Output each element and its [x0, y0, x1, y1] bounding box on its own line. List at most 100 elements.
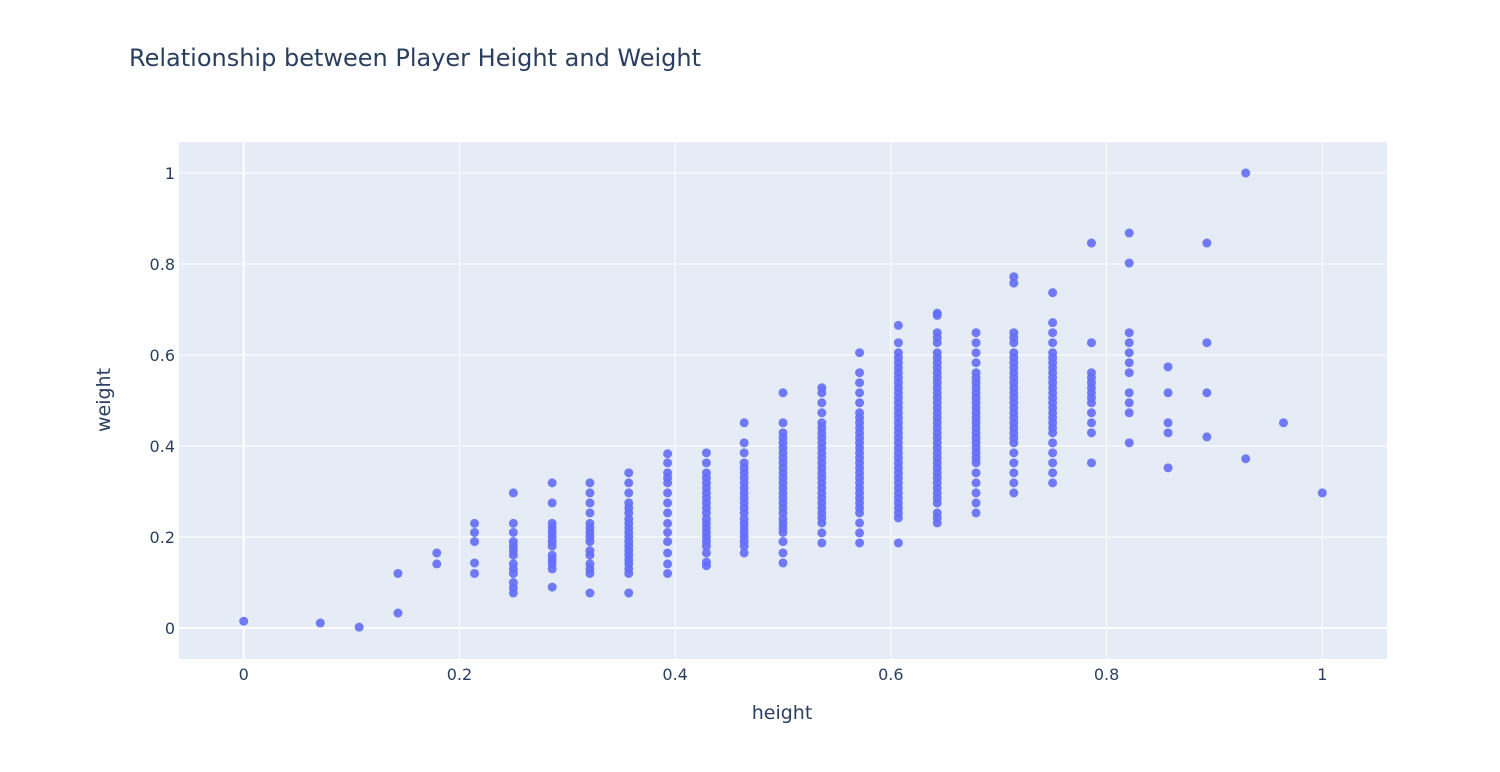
- data-point: [1241, 168, 1251, 178]
- y-tick-label: 0.6: [150, 346, 175, 365]
- data-point: [508, 488, 518, 498]
- data-point: [739, 548, 749, 558]
- y-axis-ticks: 0 0.2 0.4 0.6 0.8 1: [150, 164, 175, 638]
- data-point: [817, 538, 827, 548]
- data-point: [1086, 338, 1096, 348]
- data-point: [1202, 238, 1212, 248]
- data-point: [547, 550, 557, 560]
- data-point: [701, 458, 711, 468]
- data-point: [585, 488, 595, 498]
- data-point: [701, 448, 711, 458]
- data-point: [1202, 432, 1212, 442]
- data-point: [1086, 238, 1096, 248]
- x-tick-label: 0.8: [1094, 665, 1119, 684]
- data-point: [739, 418, 749, 428]
- data-point: [701, 548, 711, 558]
- data-point: [508, 518, 518, 528]
- data-point: [508, 578, 518, 588]
- data-point: [855, 378, 865, 388]
- data-point: [1124, 258, 1134, 268]
- data-point: [971, 348, 981, 358]
- data-point: [778, 537, 788, 547]
- data-point: [663, 568, 673, 578]
- x-axis-title: height: [752, 702, 813, 724]
- data-point: [1009, 278, 1019, 288]
- data-point: [1124, 348, 1134, 358]
- data-point: [1086, 408, 1096, 418]
- data-point: [1048, 438, 1058, 448]
- data-point: [1009, 448, 1019, 458]
- data-point: [1009, 328, 1019, 338]
- data-point: [1009, 468, 1019, 478]
- data-point: [855, 398, 865, 408]
- data-point: [778, 558, 788, 568]
- data-point: [971, 328, 981, 338]
- data-point: [624, 488, 634, 498]
- data-point: [1202, 388, 1212, 398]
- data-point: [585, 546, 595, 556]
- data-point: [663, 449, 673, 459]
- data-point: [315, 618, 325, 628]
- x-tick-label: 0.6: [878, 665, 903, 684]
- data-point: [893, 320, 903, 330]
- chart-title: Relationship between Player Height and W…: [129, 44, 701, 72]
- data-point: [470, 527, 480, 537]
- data-point: [1086, 418, 1096, 428]
- data-point: [817, 528, 827, 538]
- data-point: [1086, 368, 1096, 378]
- data-point: [547, 478, 557, 488]
- data-point: [663, 468, 673, 478]
- data-point: [1048, 468, 1058, 478]
- data-point: [470, 558, 480, 568]
- data-point: [663, 559, 673, 569]
- data-point: [932, 508, 942, 518]
- data-point: [1317, 488, 1327, 498]
- data-point: [624, 478, 634, 488]
- y-tick-label: 0.8: [150, 255, 175, 274]
- data-point: [1009, 272, 1019, 282]
- data-point: [971, 488, 981, 498]
- data-point: [663, 498, 673, 508]
- data-point: [778, 548, 788, 558]
- data-point: [1009, 488, 1019, 498]
- data-point: [893, 338, 903, 348]
- x-tick-label: 1: [1317, 665, 1327, 684]
- y-tick-label: 0.4: [150, 437, 175, 456]
- data-point: [585, 508, 595, 518]
- data-point: [585, 559, 595, 569]
- data-point: [778, 418, 788, 428]
- data-point: [585, 498, 595, 508]
- data-point: [1124, 368, 1134, 378]
- data-point: [663, 488, 673, 498]
- data-point: [893, 348, 903, 358]
- data-point: [432, 548, 442, 558]
- data-points: [239, 168, 1327, 632]
- data-point: [817, 408, 827, 418]
- data-point: [470, 537, 480, 547]
- data-point: [663, 508, 673, 518]
- data-point: [432, 559, 442, 569]
- data-point: [701, 468, 711, 478]
- data-point: [1048, 318, 1058, 328]
- data-point: [817, 418, 827, 428]
- plot-area: [179, 142, 1387, 659]
- data-point: [1009, 478, 1019, 488]
- x-axis-ticks: 0 0.2 0.4 0.6 0.8 1: [239, 665, 1328, 684]
- data-point: [971, 358, 981, 368]
- data-point: [971, 498, 981, 508]
- data-point: [393, 568, 403, 578]
- data-point: [508, 527, 518, 537]
- data-point: [971, 468, 981, 478]
- data-point: [855, 408, 865, 418]
- data-point: [1048, 348, 1058, 358]
- data-point: [585, 588, 595, 598]
- data-point: [855, 368, 865, 378]
- data-point: [971, 368, 981, 378]
- x-tick-label: 0.2: [447, 665, 472, 684]
- data-point: [1048, 448, 1058, 458]
- data-point: [739, 448, 749, 458]
- data-point: [585, 478, 595, 488]
- data-point: [817, 383, 827, 393]
- data-point: [508, 537, 518, 547]
